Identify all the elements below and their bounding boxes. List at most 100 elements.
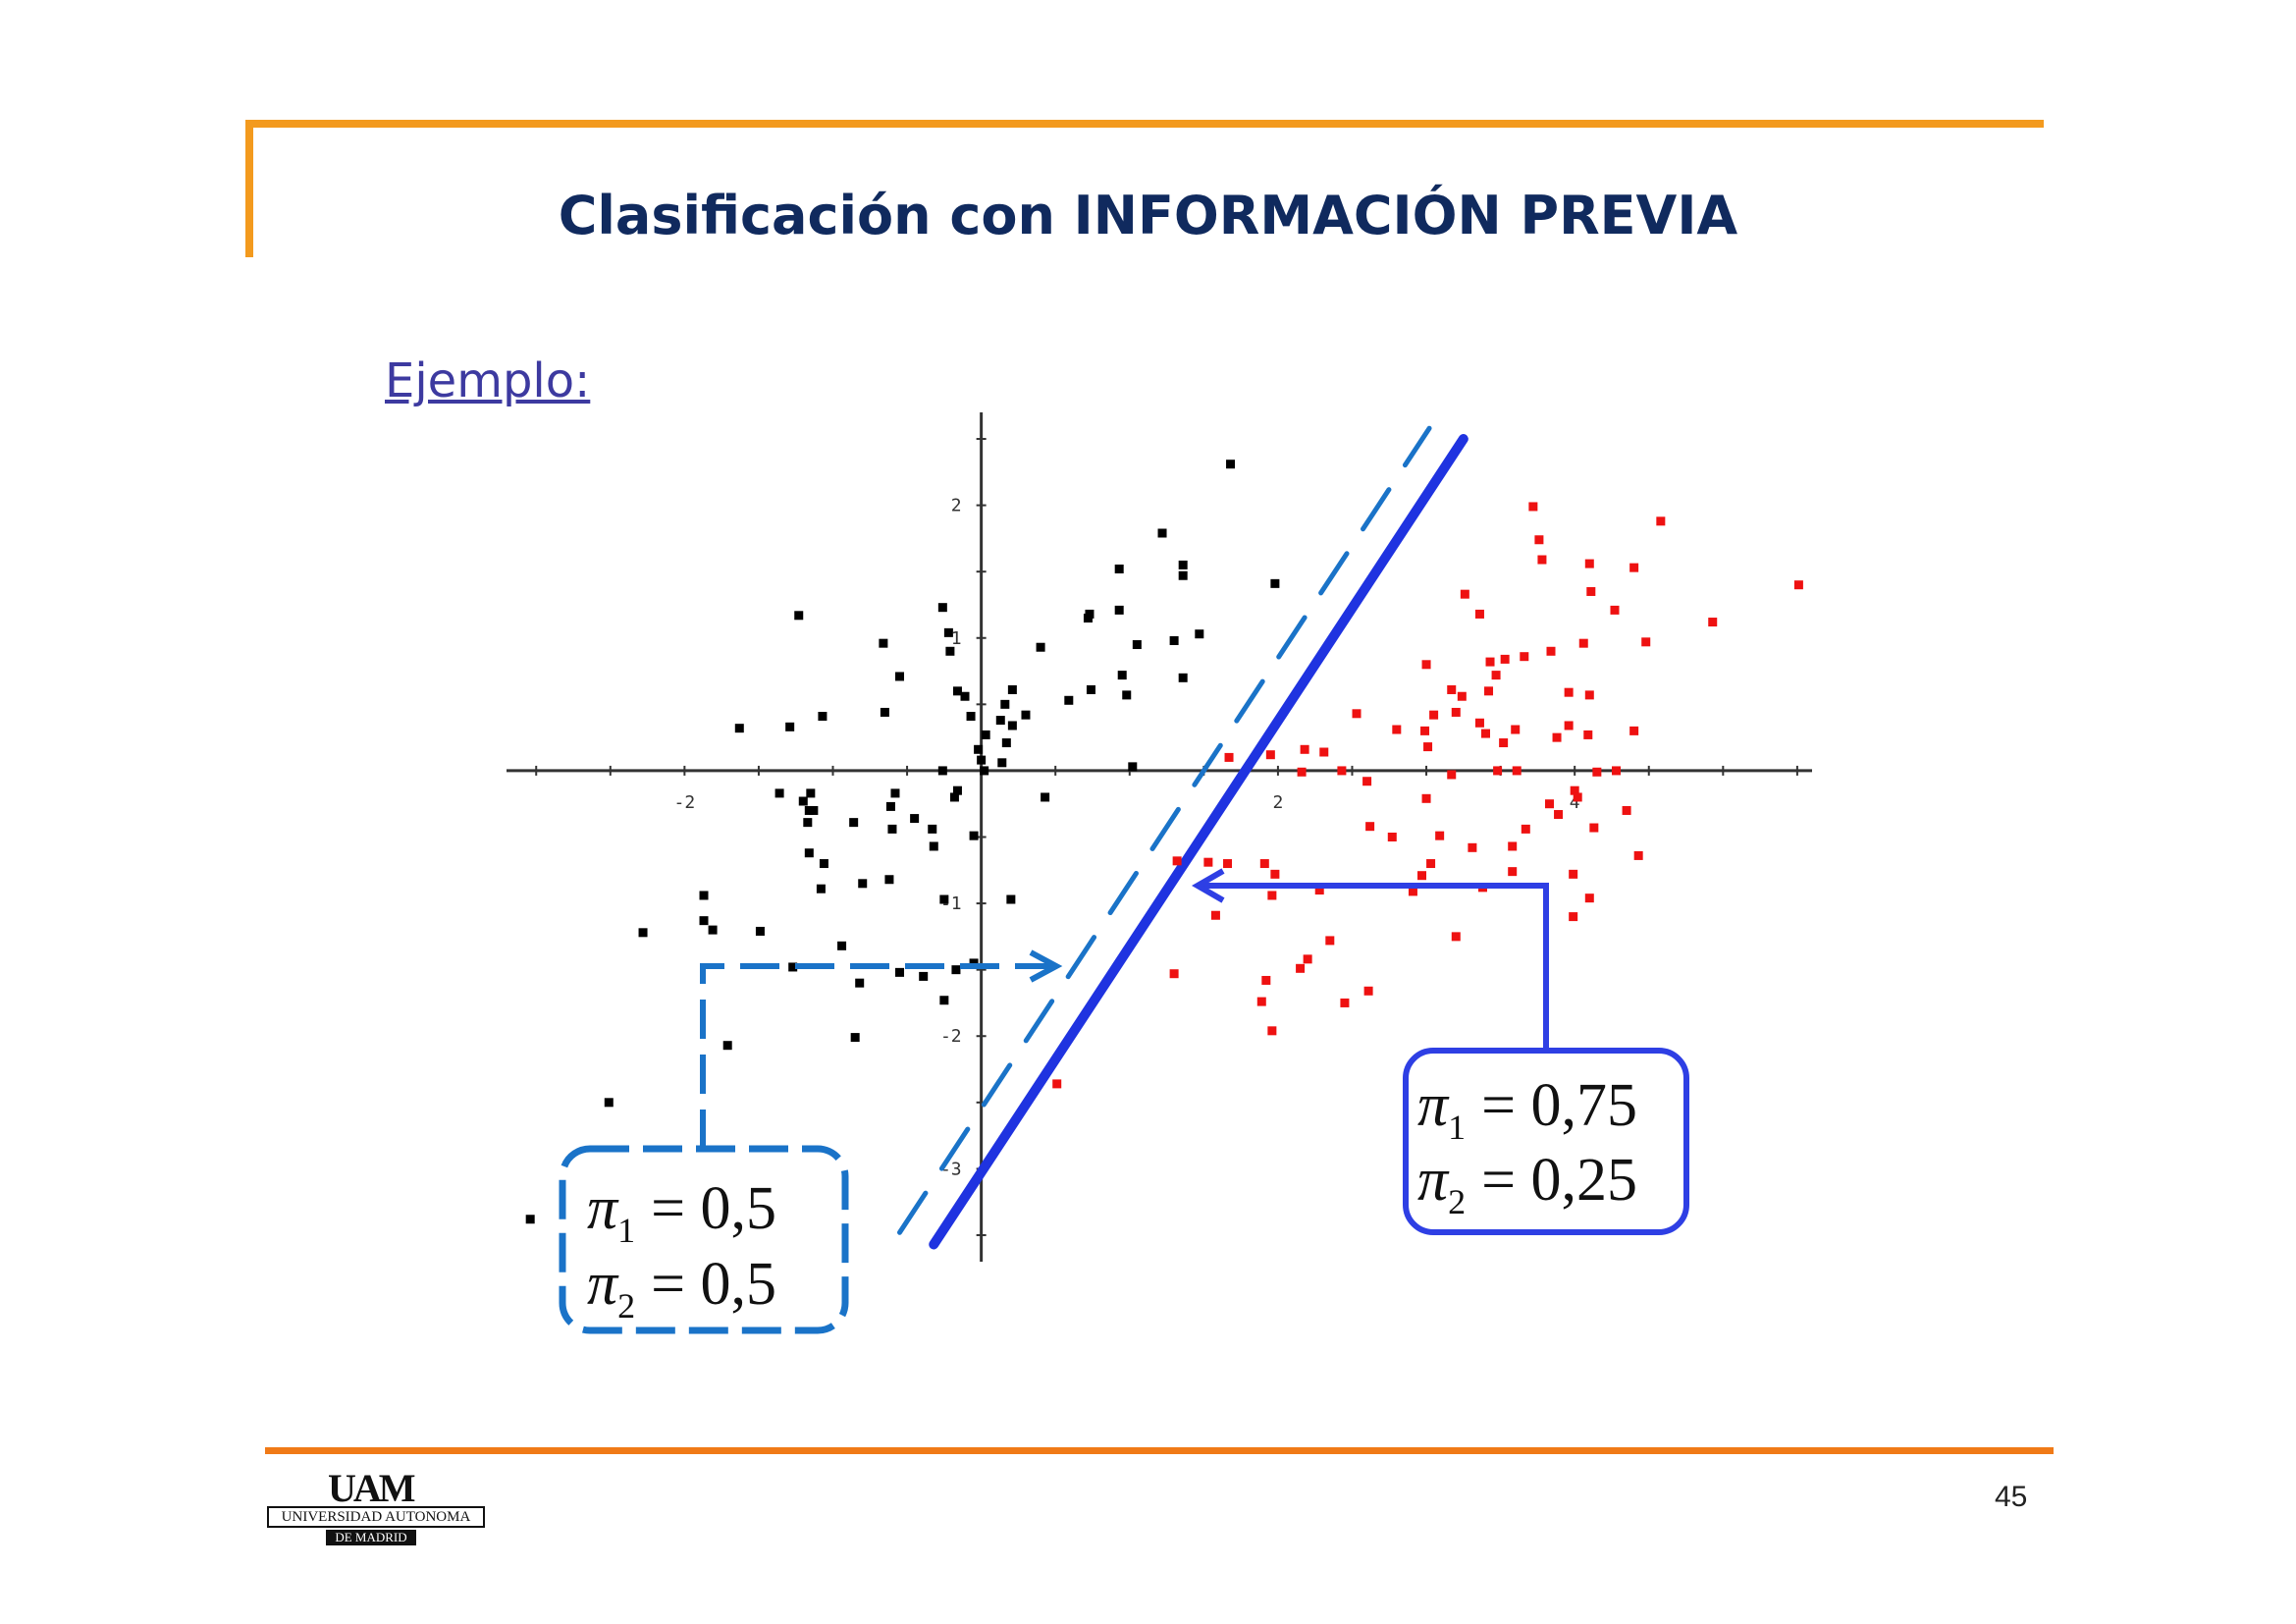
class2-point: [1314, 886, 1324, 895]
equal-priors-arrow-line: [700, 963, 1050, 1149]
class2-point: [1319, 747, 1329, 757]
class2-point: [1569, 869, 1578, 879]
class1-point: [884, 875, 894, 885]
class2-point: [1656, 516, 1666, 526]
class2-point: [1352, 709, 1362, 719]
class2-point: [1573, 792, 1582, 802]
class2-point: [1297, 767, 1307, 777]
class1-point: [937, 603, 947, 613]
class2-point: [1460, 589, 1469, 599]
class2-point: [1296, 963, 1306, 973]
class2-point: [1435, 831, 1445, 840]
class1-point: [951, 965, 961, 975]
class1-point: [1178, 673, 1188, 682]
class2-point: [1169, 969, 1179, 979]
class2-point: [1512, 766, 1522, 776]
class1-point: [1036, 642, 1045, 652]
class1-point: [806, 788, 816, 798]
class2-point: [1544, 799, 1554, 809]
class1-point: [1128, 762, 1138, 772]
class2-point: [1485, 657, 1495, 667]
class2-point: [1474, 718, 1484, 728]
class1-point: [638, 928, 648, 938]
class2-point: [1537, 555, 1547, 565]
class2-point: [1447, 770, 1457, 780]
example-heading: Ejemplo:: [385, 353, 591, 408]
class2-point: [1484, 686, 1494, 696]
class2-point: [1546, 646, 1556, 656]
class1-point: [774, 788, 784, 798]
class1-point: [755, 926, 765, 936]
class2-point: [1421, 793, 1431, 803]
class1-point: [949, 792, 959, 802]
class2-point: [1210, 910, 1220, 920]
class2-point: [1224, 752, 1234, 762]
class1-point: [809, 805, 819, 815]
class1-point: [1117, 671, 1127, 680]
class1-point: [1114, 605, 1124, 615]
logo-name: UNIVERSIDAD AUTONOMA: [267, 1506, 485, 1528]
y-tick-label: 1: [951, 628, 962, 649]
class1-point: [952, 785, 962, 795]
class1-point: [1021, 710, 1031, 720]
class2-point: [1340, 998, 1350, 1007]
class2-point: [1420, 726, 1430, 735]
class1-point: [1000, 699, 1010, 709]
class1-point: [980, 766, 989, 776]
class1-point: [804, 848, 814, 858]
unequal-priors-arrow-line: [1202, 883, 1549, 1051]
class2-point: [1564, 721, 1574, 731]
class1-point: [788, 962, 798, 972]
class1-point: [969, 958, 979, 968]
class2-point: [1363, 986, 1373, 996]
class2-point: [1417, 871, 1427, 881]
unequal-priors-line1: π1 = 0,75: [1417, 1072, 1637, 1147]
class2-point: [1570, 785, 1579, 795]
class1-point: [981, 730, 990, 739]
class2-point: [1552, 732, 1562, 742]
class1-point: [849, 818, 859, 828]
class1-point: [974, 744, 984, 754]
class2-point: [1493, 766, 1503, 776]
class2-point: [1589, 823, 1599, 833]
class1-point: [604, 1098, 614, 1108]
class1-point: [819, 859, 828, 869]
class1-point: [890, 788, 900, 798]
class2-point: [1592, 767, 1602, 777]
class2-point: [1300, 744, 1309, 754]
uam-logo: UAM UNIVERSIDAD AUTONOMA DE MADRID: [267, 1469, 485, 1547]
class1-point: [1122, 690, 1132, 700]
class2-point: [1172, 856, 1182, 866]
class2-point: [1629, 726, 1639, 735]
class2-point: [1554, 810, 1564, 820]
class2-point: [1508, 867, 1518, 877]
class2-point: [1457, 691, 1467, 701]
class2-point: [1303, 954, 1312, 964]
class2-point: [1584, 893, 1594, 903]
unequal-priors-line2: π2 = 0,25: [1417, 1147, 1637, 1221]
class1-point: [995, 716, 1005, 726]
footer-rule: [265, 1447, 2054, 1454]
class1-point: [785, 722, 795, 731]
class1-point: [952, 686, 962, 696]
decision-boundaries: [897, 425, 1468, 1250]
class1-point: [1064, 695, 1074, 705]
class1-point: [997, 758, 1007, 768]
class2-point: [1622, 805, 1631, 815]
class1-point: [1007, 684, 1017, 694]
class1-point: [1195, 629, 1204, 639]
class1-point: [1270, 578, 1280, 588]
x-tick-label: 2: [1272, 792, 1283, 813]
plot-axes: -2 2 4-3-2-112: [507, 412, 1812, 1262]
class1-point: [803, 818, 813, 828]
prior-callouts: π1 = 0,5 π2 = 0,5 π1 = 0,75 π2 = 0,25: [559, 868, 1689, 1334]
class1-point: [943, 627, 953, 637]
class2-point: [1511, 725, 1521, 734]
class2-point: [1365, 822, 1375, 832]
class2-point: [1052, 1079, 1062, 1089]
class1-point: [1001, 738, 1011, 748]
class2-point: [1256, 997, 1266, 1006]
class2-point: [1610, 605, 1620, 615]
header-rule-top: [245, 120, 2044, 128]
